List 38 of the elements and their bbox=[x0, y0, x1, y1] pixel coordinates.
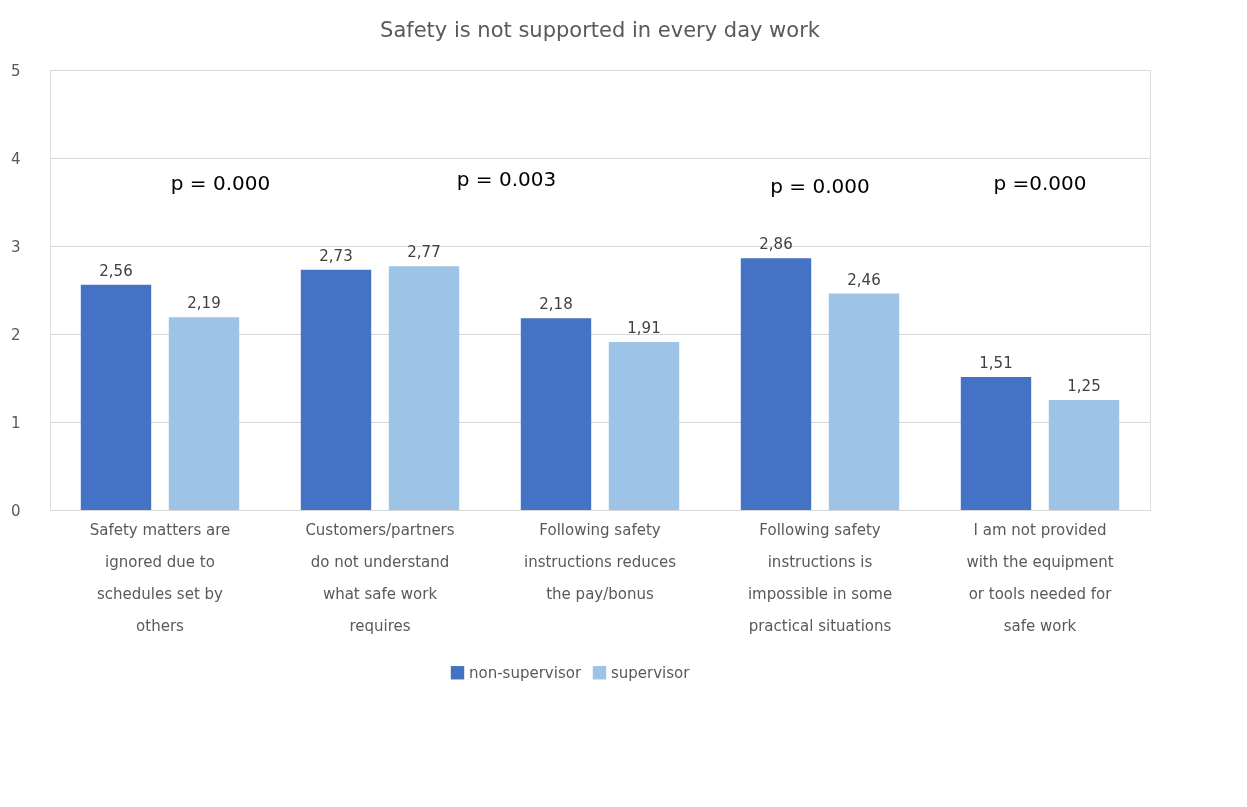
bar bbox=[608, 341, 680, 510]
y-tick-label: 4 bbox=[10, 149, 21, 168]
bar bbox=[388, 266, 460, 510]
x-tick-label: Safety matters are ignored due to schedules set by others bbox=[89, 520, 231, 635]
bar bbox=[520, 318, 592, 510]
x-tick-label: Following safety instructions is impossible in some practical situations bbox=[747, 520, 893, 635]
bar bbox=[960, 377, 1032, 510]
annotation: p = 0.003 bbox=[456, 167, 557, 191]
data-label: 2,46 bbox=[847, 270, 881, 289]
data-label: 1,51 bbox=[979, 354, 1013, 373]
bar bbox=[80, 284, 152, 510]
bar bbox=[740, 258, 812, 510]
annotation: p = 0.000 bbox=[170, 171, 271, 196]
data-label: 1,91 bbox=[627, 318, 661, 337]
chart-title: Safety is not supported in every day work bbox=[380, 18, 821, 42]
annotation: p =0.000 bbox=[993, 171, 1087, 196]
legend-label: supervisor bbox=[611, 663, 691, 682]
y-tick-label: 5 bbox=[10, 61, 21, 80]
x-tick-label: Customers/partners do not understand what safe work requires bbox=[305, 520, 455, 635]
x-tick-label: I am not provided with the equipment or tools needed for safe work bbox=[966, 520, 1114, 635]
y-tick-label: 1 bbox=[10, 413, 21, 432]
data-label: 2,77 bbox=[407, 243, 441, 262]
data-label: 2,19 bbox=[187, 294, 221, 313]
bar bbox=[828, 293, 900, 510]
data-label: 2,73 bbox=[319, 246, 353, 265]
bar bbox=[168, 317, 240, 510]
legend-label: non-supervisor bbox=[469, 663, 582, 682]
annotation: p = 0.000 bbox=[770, 173, 870, 198]
y-tick-label: 3 bbox=[10, 237, 21, 256]
data-label: 1,25 bbox=[1067, 377, 1101, 395]
bar bbox=[300, 269, 372, 510]
data-label: 2,18 bbox=[539, 295, 573, 314]
data-label: 2,86 bbox=[759, 235, 793, 254]
x-tick-label: Following safety instructions reduces the pay/bonus bbox=[524, 520, 677, 603]
bar bbox=[1048, 400, 1120, 510]
data-label: 2,56 bbox=[99, 261, 133, 280]
y-tick-label: 0 bbox=[10, 501, 21, 520]
y-tick-label: 2 bbox=[10, 325, 21, 344]
